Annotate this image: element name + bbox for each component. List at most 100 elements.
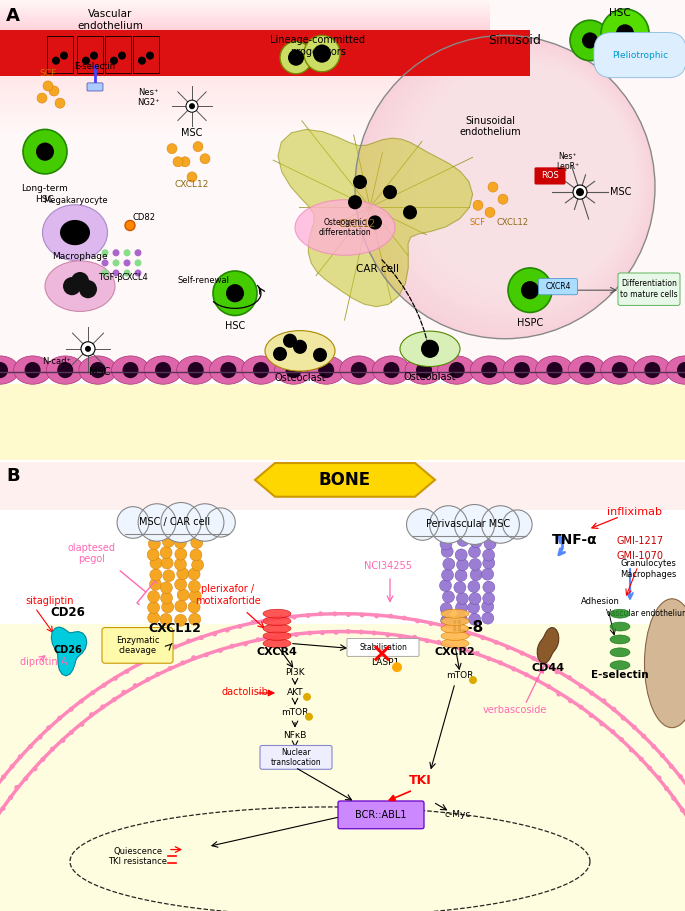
Circle shape (168, 666, 173, 670)
Text: Osteoblast: Osteoblast (403, 372, 456, 382)
Circle shape (579, 684, 584, 689)
Ellipse shape (645, 599, 685, 728)
Text: CAR cell: CAR cell (356, 264, 399, 274)
Ellipse shape (601, 356, 638, 384)
Circle shape (406, 508, 438, 540)
Circle shape (212, 631, 217, 637)
Circle shape (671, 796, 676, 801)
Circle shape (318, 611, 323, 616)
Ellipse shape (373, 356, 410, 384)
Bar (0, 29, 490, 30)
Circle shape (191, 537, 203, 548)
Ellipse shape (634, 356, 671, 384)
Bar (133, 36, 159, 73)
Circle shape (43, 81, 53, 91)
Circle shape (189, 103, 195, 109)
Text: Megakaryocyte: Megakaryocyte (42, 196, 108, 205)
Text: Lineage-committed
progenitors: Lineage-committed progenitors (271, 36, 366, 57)
Circle shape (483, 549, 495, 561)
Circle shape (32, 766, 38, 772)
Text: MSC: MSC (182, 128, 203, 138)
Bar (0, 14, 490, 15)
Circle shape (82, 56, 90, 65)
Text: Nes⁺
NG2⁺: Nes⁺ NG2⁺ (137, 88, 160, 107)
Circle shape (188, 601, 200, 613)
Bar (0, 88, 490, 91)
Circle shape (1, 806, 5, 811)
Text: sitagliptin: sitagliptin (25, 596, 73, 606)
Circle shape (134, 250, 142, 256)
Circle shape (175, 558, 186, 570)
Circle shape (188, 568, 200, 580)
Bar (0, 128, 490, 130)
Ellipse shape (295, 200, 395, 255)
Circle shape (288, 49, 304, 66)
Circle shape (482, 362, 497, 378)
Circle shape (440, 603, 452, 615)
Circle shape (629, 748, 634, 752)
Circle shape (498, 660, 503, 665)
Circle shape (346, 612, 351, 617)
Circle shape (579, 705, 584, 710)
Circle shape (677, 362, 685, 378)
Circle shape (101, 260, 108, 266)
Circle shape (68, 707, 74, 711)
Text: HSC: HSC (225, 321, 245, 331)
Ellipse shape (263, 624, 291, 633)
Circle shape (531, 656, 536, 660)
Circle shape (133, 683, 138, 688)
Bar (0, 12, 490, 14)
Circle shape (428, 621, 434, 626)
Ellipse shape (503, 356, 541, 384)
Circle shape (192, 559, 203, 571)
Text: TNF-α: TNF-α (552, 533, 598, 548)
Circle shape (403, 205, 417, 220)
Text: Nuclear
translocation: Nuclear translocation (271, 748, 321, 767)
Bar (0, 107, 490, 109)
Circle shape (138, 504, 176, 541)
Circle shape (162, 536, 175, 548)
Circle shape (402, 616, 407, 620)
Circle shape (81, 342, 95, 356)
Circle shape (483, 527, 495, 538)
Circle shape (57, 715, 62, 721)
Bar (0, 3, 490, 4)
Ellipse shape (610, 622, 630, 631)
Text: IL-8: IL-8 (452, 619, 484, 635)
Circle shape (351, 362, 366, 378)
Circle shape (457, 535, 469, 547)
Circle shape (123, 362, 138, 378)
Bar (0, 17, 490, 18)
Circle shape (482, 568, 494, 580)
Circle shape (647, 765, 652, 771)
Circle shape (160, 613, 172, 625)
Circle shape (483, 592, 495, 604)
Circle shape (414, 67, 632, 289)
Circle shape (381, 49, 645, 316)
Circle shape (480, 635, 486, 640)
Circle shape (482, 612, 494, 624)
FancyBboxPatch shape (87, 83, 103, 91)
Ellipse shape (666, 356, 685, 384)
Ellipse shape (263, 639, 291, 648)
Text: CXCL12: CXCL12 (149, 621, 201, 635)
Circle shape (498, 194, 508, 204)
Circle shape (415, 619, 420, 623)
Circle shape (303, 693, 311, 701)
Text: verbascoside: verbascoside (483, 705, 547, 715)
Circle shape (155, 671, 160, 677)
Circle shape (579, 362, 595, 378)
Bar (0, 0, 490, 1)
Text: CXCR4: CXCR4 (545, 281, 571, 291)
Circle shape (146, 52, 154, 59)
Text: mTOR: mTOR (282, 708, 309, 717)
Text: diprotin A: diprotin A (20, 657, 67, 667)
Circle shape (454, 505, 495, 545)
Circle shape (612, 362, 627, 378)
Bar (0, 18, 490, 19)
Circle shape (632, 725, 637, 730)
Circle shape (483, 581, 495, 593)
Circle shape (386, 632, 390, 638)
Circle shape (23, 129, 67, 174)
Ellipse shape (14, 356, 51, 384)
